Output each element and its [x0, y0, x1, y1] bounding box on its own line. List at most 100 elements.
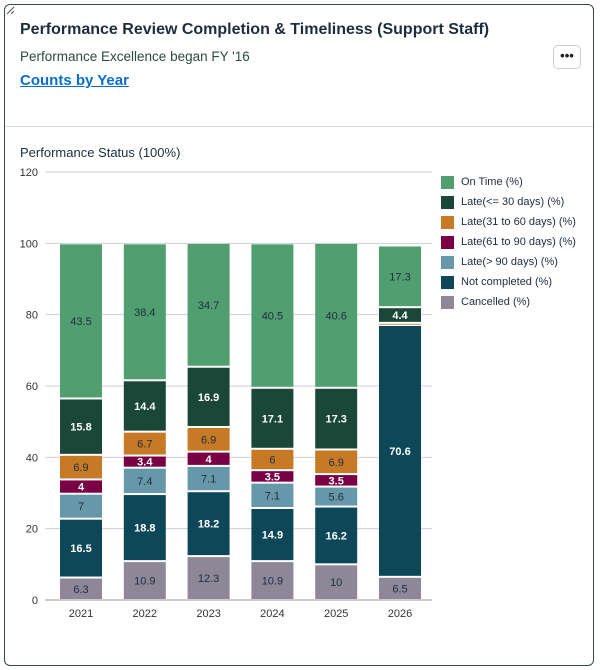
bar-segment[interactable]	[187, 452, 230, 465]
bar-segment[interactable]	[251, 244, 294, 387]
bar-segment[interactable]	[251, 388, 294, 448]
data-label: 17.1	[262, 413, 283, 425]
bar-segment[interactable]	[379, 577, 421, 599]
data-label: 40.5	[262, 311, 283, 323]
bar-segment[interactable]	[315, 388, 358, 449]
bar-segment[interactable]	[123, 562, 166, 599]
data-label: 3.4	[137, 457, 153, 469]
data-label: 6.3	[73, 584, 88, 596]
bar-segment[interactable]	[315, 450, 358, 474]
data-label: 14.4	[134, 401, 156, 413]
bar-segment[interactable]	[187, 492, 230, 556]
data-label: 43.5	[70, 316, 91, 328]
y-tick-label: 0	[32, 595, 38, 607]
legend-label: On Time (%)	[461, 176, 523, 188]
data-label: 6.9	[329, 457, 344, 469]
bar-segment[interactable]	[315, 507, 358, 564]
bar-segment[interactable]	[60, 244, 102, 398]
bar-segment[interactable]	[187, 466, 230, 491]
y-tick-label: 40	[26, 452, 38, 464]
bar-segment[interactable]	[251, 562, 294, 599]
legend-item[interactable]: Late(<= 30 days) (%)	[441, 192, 576, 212]
bar-segment[interactable]	[251, 508, 294, 561]
data-label: 34.7	[198, 300, 219, 312]
bar-segment[interactable]	[60, 519, 102, 577]
data-label: 6.7	[137, 439, 152, 451]
legend-item[interactable]: Late(61 to 90 days) (%)	[441, 232, 576, 252]
bar-segment[interactable]	[315, 487, 358, 506]
legend-label: Not completed (%)	[461, 276, 553, 288]
legend-swatch	[441, 215, 454, 229]
legend-item[interactable]: Late(31 to 60 days) (%)	[441, 212, 576, 232]
data-label: 6.5	[392, 583, 407, 595]
bar-segment[interactable]	[379, 323, 421, 325]
bar-segment[interactable]	[123, 244, 166, 380]
bar-segment[interactable]	[187, 428, 230, 451]
legend-item[interactable]: Not completed (%)	[441, 272, 576, 292]
bar-segment[interactable]	[60, 399, 102, 454]
bar-segment[interactable]	[123, 456, 166, 467]
bar-segment[interactable]	[251, 471, 294, 482]
data-label: 10.9	[262, 576, 283, 588]
data-label: 18.2	[198, 519, 219, 531]
card-title: Performance Review Completion & Timeline…	[20, 21, 490, 38]
resize-handle-icon[interactable]	[5, 5, 15, 15]
data-label: 40.6	[325, 310, 346, 322]
x-tick-label: 2025	[324, 608, 348, 620]
x-tick-label: 2023	[196, 608, 220, 620]
bar-segment[interactable]	[187, 557, 230, 599]
bar-segment[interactable]	[123, 495, 166, 561]
bar-segment[interactable]	[187, 243, 230, 366]
y-tick-label: 80	[26, 310, 38, 322]
bar-segment[interactable]	[315, 565, 358, 599]
data-label: 4.4	[392, 310, 408, 322]
legend-swatch	[441, 195, 454, 209]
bar-segment[interactable]	[251, 449, 294, 470]
legend-swatch	[441, 275, 454, 289]
y-tick-label: 120	[20, 167, 38, 179]
bar-segment[interactable]	[60, 578, 102, 599]
bar-segment[interactable]	[123, 432, 166, 455]
data-label: 12.3	[198, 573, 219, 585]
legend-item[interactable]: Late(> 90 days) (%)	[441, 252, 576, 272]
legend-swatch	[441, 255, 454, 269]
data-label: 18.8	[134, 523, 155, 535]
x-tick-label: 2024	[260, 608, 284, 620]
bar-segment[interactable]	[251, 483, 294, 507]
data-label: 16.9	[198, 392, 219, 404]
chart-card: Performance Review Completion & Timeline…	[4, 4, 594, 666]
legend-label: Late(31 to 60 days) (%)	[461, 216, 576, 228]
data-label: 70.6	[389, 446, 410, 458]
data-label: 6.9	[201, 434, 216, 446]
y-tick-label: 100	[20, 238, 38, 250]
bar-segment[interactable]	[315, 243, 358, 387]
data-label: 3.5	[329, 475, 344, 487]
data-label: 17.3	[389, 271, 410, 283]
bar-segment[interactable]	[379, 326, 421, 576]
legend-label: Late(<= 30 days) (%)	[461, 196, 565, 208]
y-tick-label: 60	[26, 381, 38, 393]
data-label: 6	[269, 454, 275, 466]
counts-by-year-link[interactable]: Counts by Year	[20, 72, 129, 89]
more-options-button[interactable]: •••	[553, 45, 581, 69]
bar-segment[interactable]	[123, 468, 166, 494]
bar-segment[interactable]	[379, 308, 421, 322]
divider	[5, 126, 593, 127]
bar-segment[interactable]	[60, 480, 102, 493]
legend-label: Late(61 to 90 days) (%)	[461, 236, 576, 248]
bar-segment[interactable]	[379, 246, 421, 307]
bar-segment[interactable]	[187, 367, 230, 427]
legend-label: Late(> 90 days) (%)	[461, 256, 558, 268]
data-label: 7.4	[137, 476, 152, 488]
bar-segment[interactable]	[123, 381, 166, 431]
legend-label: Cancelled (%)	[461, 296, 531, 308]
bar-segment[interactable]	[315, 475, 358, 486]
data-label: 3.5	[265, 471, 280, 483]
legend-swatch	[441, 235, 454, 249]
data-label: 7.1	[201, 474, 216, 486]
bar-segment[interactable]	[60, 455, 102, 479]
legend-item[interactable]: On Time (%)	[441, 172, 576, 192]
legend-item[interactable]: Cancelled (%)	[441, 292, 576, 312]
bar-segment[interactable]	[60, 494, 102, 518]
